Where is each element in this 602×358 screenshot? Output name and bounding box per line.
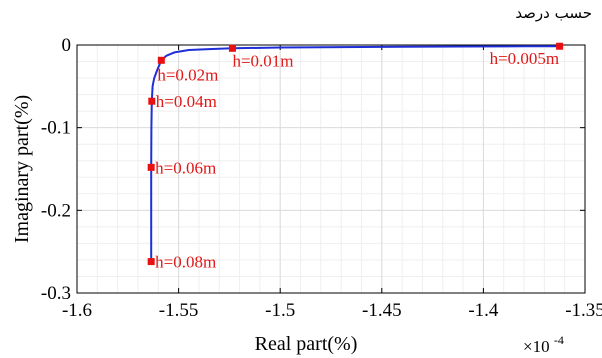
data-point-label: h=0.08m: [155, 253, 216, 272]
x-tick-label: -1.4: [468, 300, 499, 321]
series-line: [150, 45, 560, 262]
data-point-marker: [157, 56, 165, 64]
data-point-label: h=0.005m: [490, 49, 560, 68]
data-point-marker: [147, 258, 155, 266]
data-point-marker: [147, 163, 155, 171]
data-point-label: h=0.01m: [232, 51, 293, 70]
data-point-label: h=0.06m: [155, 158, 216, 177]
x-tick-label: -1.35: [565, 300, 602, 321]
y-tick-label: 0: [62, 35, 72, 56]
caption: حسب درصد: [515, 4, 592, 22]
x-tick-label: -1.45: [362, 300, 402, 321]
x-scale-multiplier: ×10 -4: [523, 333, 564, 356]
x-scale-exponent: -4: [554, 333, 564, 347]
x-scale-base: ×10: [523, 337, 550, 356]
data-point-marker: [228, 44, 236, 52]
data-point-marker: [148, 97, 156, 105]
markers: h=0.005m h=0.01m h=0.02m h=0.04m h=0.06m h=0.…: [147, 42, 564, 272]
data-point-marker: [556, 42, 564, 50]
x-tick-label: -1.55: [159, 300, 199, 321]
data-point-label: h=0.02m: [157, 65, 218, 84]
y-axis-label: Imaginary part(%): [11, 95, 33, 243]
y-tick-label: -0.3: [41, 283, 71, 304]
y-tick-label: -0.1: [41, 118, 71, 139]
axis-ticks: -1.6 -1.55 -1.5 -1.45 -1.4 -1.35 0 -0.1 -0.2 -0.3: [41, 35, 602, 321]
x-tick-label: -1.6: [62, 300, 92, 321]
x-axis-label: Real part(%): [255, 333, 358, 355]
plot-frame: [76, 44, 586, 294]
y-tick-label: -0.2: [41, 200, 71, 221]
x-tick-label: -1.5: [265, 300, 295, 321]
data-point-label: h=0.04m: [156, 92, 217, 111]
